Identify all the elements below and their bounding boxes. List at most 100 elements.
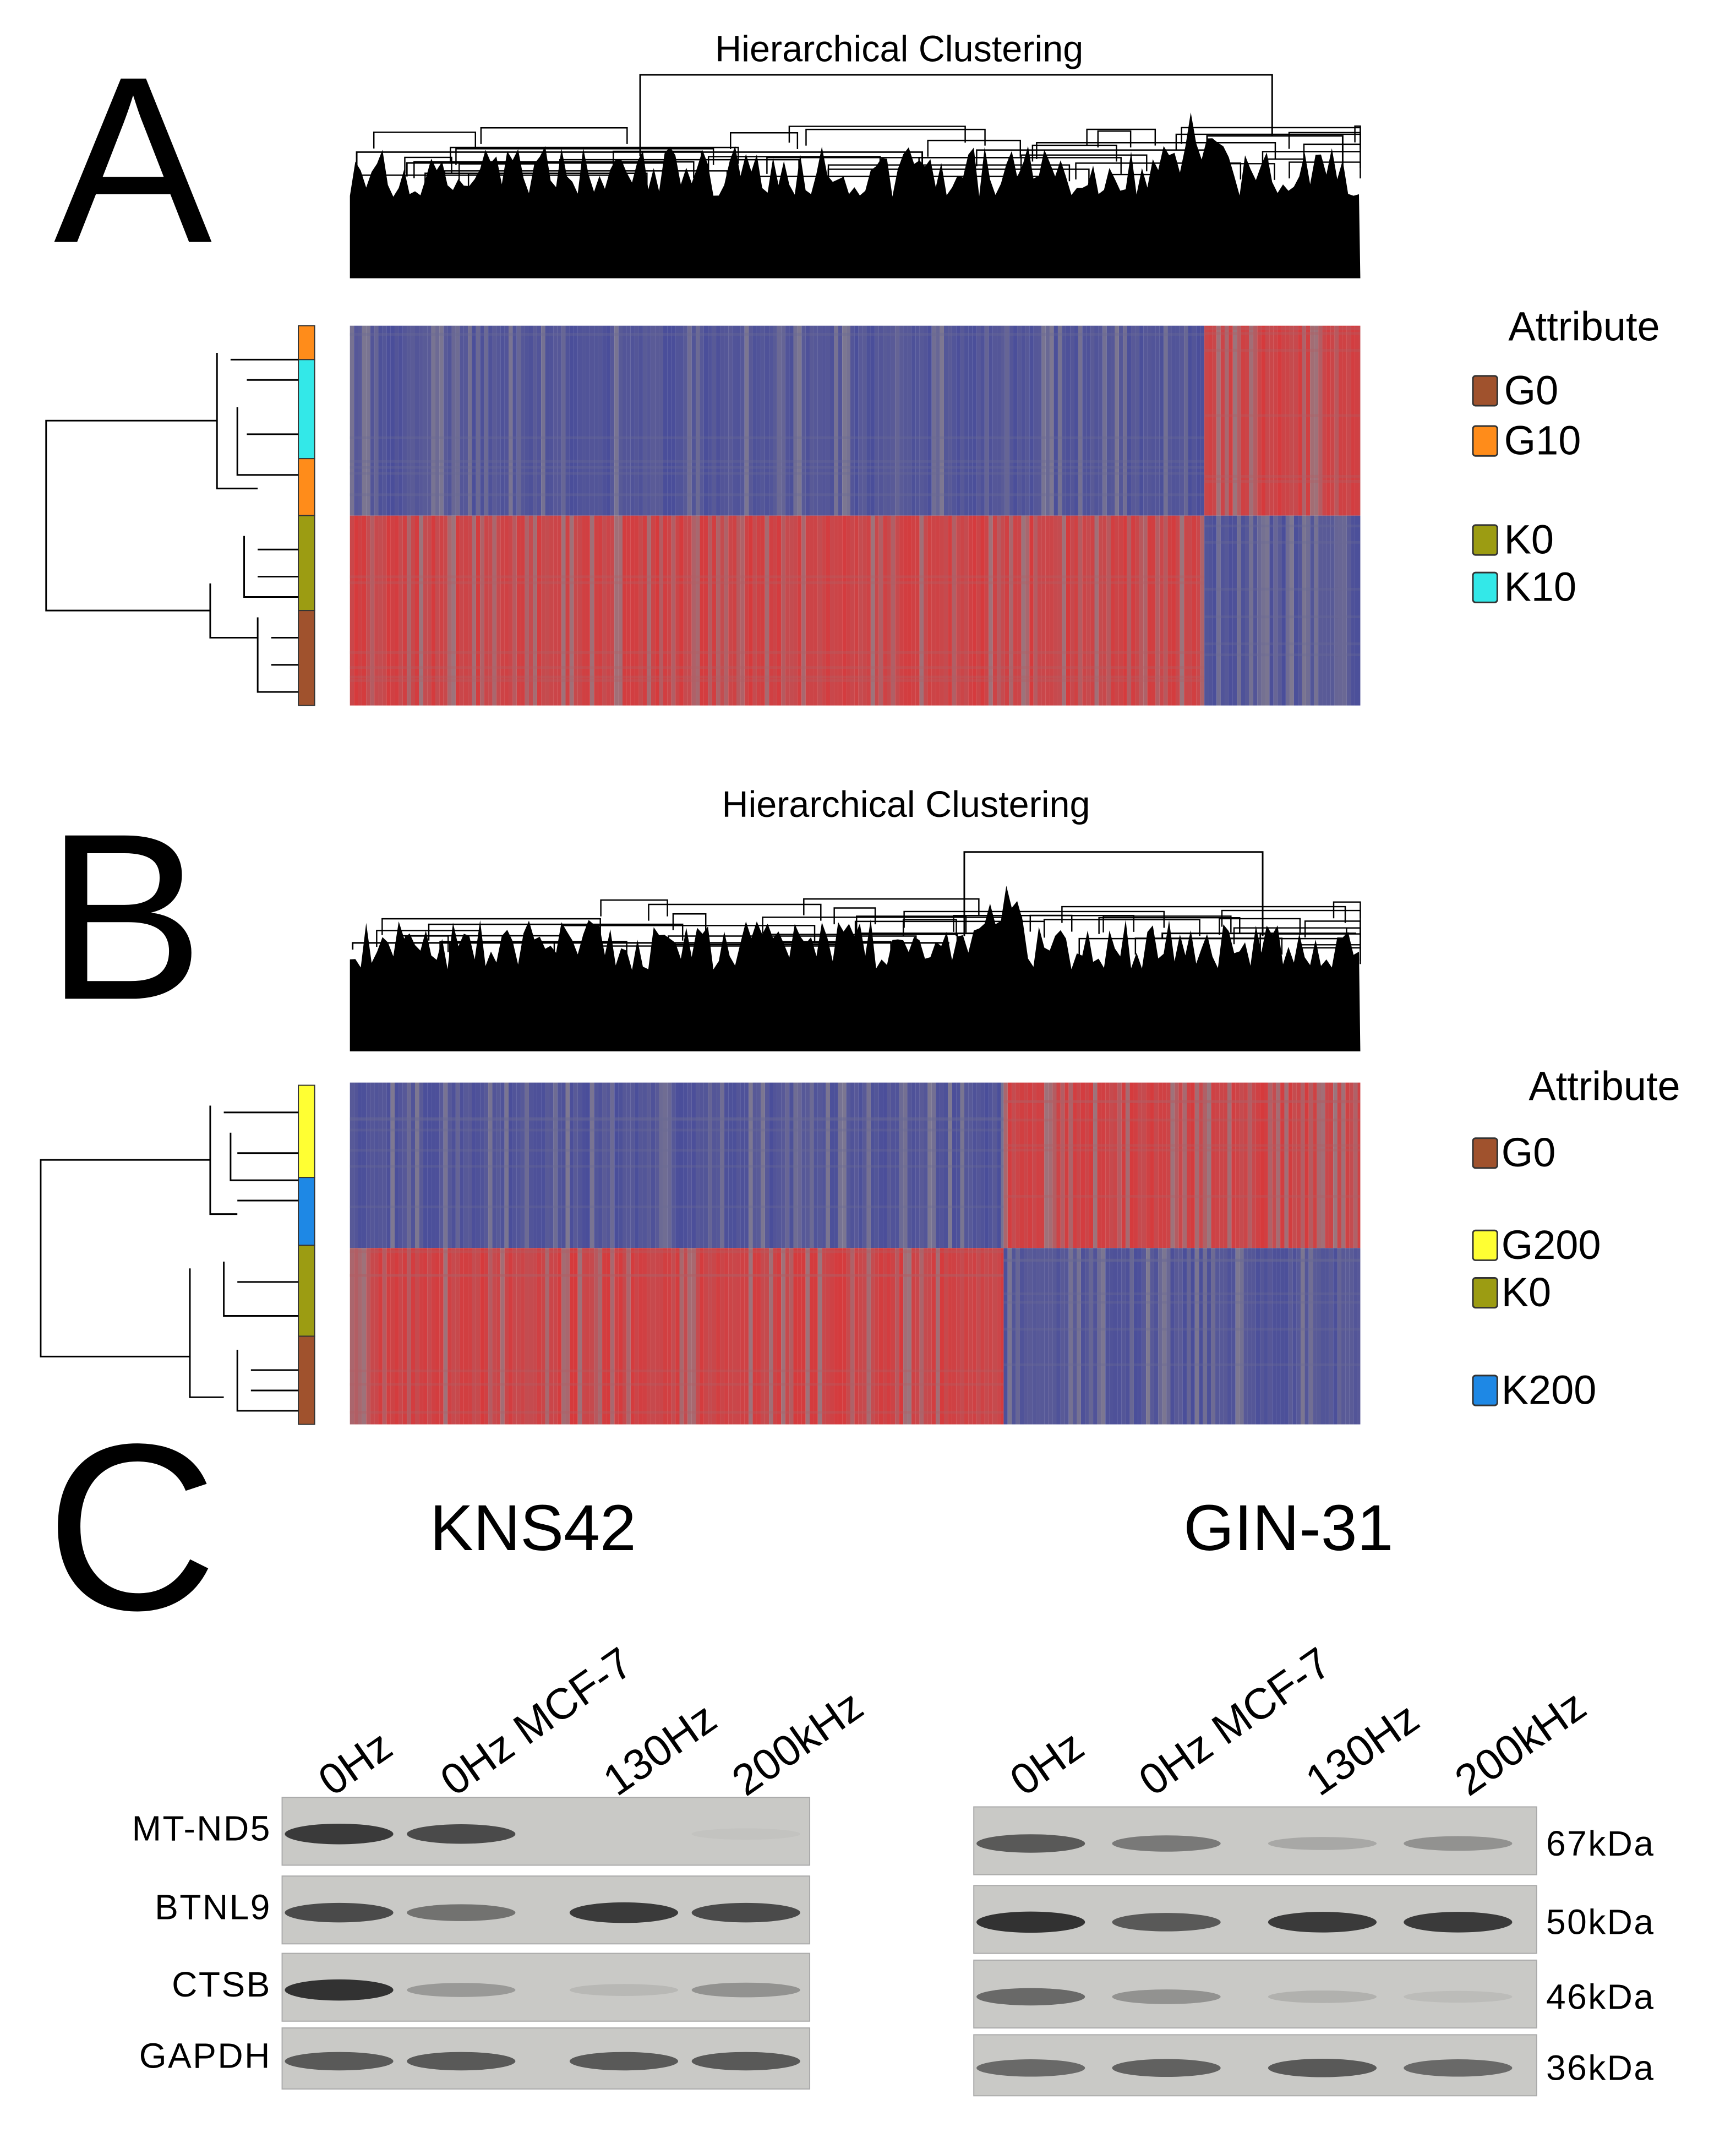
heatmap-column (1050, 515, 1054, 706)
lane-label: 200kHz (1446, 1681, 1594, 1805)
heatmap-column (854, 1082, 859, 1248)
blot-band (1112, 1913, 1221, 1932)
dendrogram-branch (1086, 128, 1156, 146)
heatmap-column (1127, 325, 1132, 516)
heatmap-column (1017, 325, 1022, 516)
heatmap-column (350, 1082, 354, 1248)
blot-band (407, 1824, 516, 1844)
heatmap-column (736, 325, 741, 516)
heatmap-row (1003, 1259, 1361, 1262)
heatmap-column (964, 325, 969, 516)
heatmap-column (927, 325, 932, 516)
heatmap-column (1264, 1248, 1268, 1425)
heatmap-column (647, 325, 651, 516)
heatmap-column (756, 515, 761, 706)
blot-band (285, 1824, 394, 1845)
heatmap-column (1182, 1248, 1187, 1425)
heatmap-column (561, 1248, 566, 1425)
heatmap-column (443, 1248, 448, 1425)
heatmap-column (525, 1082, 529, 1248)
heatmap-column (1341, 1082, 1346, 1248)
heatmap-column (777, 325, 782, 516)
heatmap-column (533, 515, 537, 706)
heatmap-column (830, 1248, 834, 1425)
heatmap-column (635, 1082, 639, 1248)
heatmap-column (810, 325, 814, 516)
heatmap-column (407, 515, 411, 706)
heatmap-column (895, 1082, 899, 1248)
heatmap-row (1204, 414, 1361, 417)
dendrogram-branch (381, 918, 601, 935)
heatmap-column (1298, 515, 1302, 706)
heatmap-column (801, 1082, 806, 1248)
heatmap-column (1304, 1248, 1309, 1425)
heatmap-row (350, 1411, 1004, 1414)
heatmap-column (1005, 515, 1009, 706)
heatmap-column (671, 515, 676, 706)
blot-band (407, 1983, 516, 1997)
heatmap-column (1077, 1248, 1081, 1425)
heatmap-column (777, 1082, 782, 1248)
heatmap-row (1204, 480, 1361, 483)
heatmap-column (1342, 325, 1347, 516)
heatmap-column (1097, 1248, 1101, 1425)
heatmap-column (655, 325, 659, 516)
heatmap-column (638, 1082, 643, 1248)
heatmap-column (810, 1248, 814, 1425)
heatmap-column (370, 325, 375, 516)
heatmap-column (1097, 1082, 1101, 1248)
heatmap-column (1117, 1248, 1122, 1425)
heatmap-column (984, 1082, 989, 1248)
heatmap-column (749, 1248, 753, 1425)
heatmap-column (1199, 1082, 1203, 1248)
heatmap-column (675, 1248, 680, 1425)
heatmap-column (736, 1248, 741, 1425)
heatmap-column (626, 515, 631, 706)
heatmap-column (1252, 1082, 1256, 1248)
heatmap-column (1098, 325, 1103, 516)
heatmap-column (773, 325, 777, 516)
heatmap-column (679, 325, 684, 516)
heatmap-row (350, 651, 1205, 654)
heatmap-column (1078, 515, 1083, 706)
heatmap-column (915, 515, 920, 706)
heatmap-column (610, 1082, 615, 1248)
heatmap-column (1013, 325, 1018, 516)
heatmap-column (642, 515, 647, 706)
heatmap-column (740, 325, 745, 516)
heatmap-column (1333, 1082, 1338, 1248)
heatmap-column (1139, 515, 1144, 706)
heatmap-column (635, 1248, 639, 1425)
heatmap-column (586, 1082, 590, 1248)
panel-title: Hierarchical Clustering (722, 784, 1090, 825)
heatmap-column (854, 515, 859, 706)
heatmap-row (350, 1383, 1004, 1386)
heatmap-column (887, 1248, 891, 1425)
heatmap-column (1227, 1082, 1232, 1248)
heatmap-column (891, 515, 896, 706)
heatmap-column (623, 515, 627, 706)
heatmap-column (582, 1082, 586, 1248)
heatmap-column (582, 1248, 586, 1425)
heatmap-column (1211, 1248, 1215, 1425)
protein-label: GAPDH (139, 2036, 271, 2075)
protein-label: BTNL9 (155, 1888, 271, 1927)
heatmap-column (1009, 325, 1013, 516)
heatmap-column (936, 1248, 940, 1425)
heatmap-column (439, 1082, 444, 1248)
heatmap-column (582, 515, 586, 706)
heatmap-column (362, 515, 367, 706)
heatmap-column (1154, 1248, 1159, 1425)
dendrogram-branch (413, 161, 695, 178)
heatmap-column (1068, 1248, 1073, 1425)
heatmap-column (533, 325, 537, 516)
heatmap-column (683, 325, 688, 516)
heatmap-column (423, 1248, 428, 1425)
heatmap-column (1353, 1082, 1358, 1248)
heatmap-column (663, 515, 668, 706)
heatmap-column (549, 1082, 554, 1248)
heatmap-column (647, 515, 651, 706)
heatmap-column (1268, 1248, 1273, 1425)
heatmap-row (1204, 653, 1361, 657)
heatmap-column (468, 515, 472, 706)
